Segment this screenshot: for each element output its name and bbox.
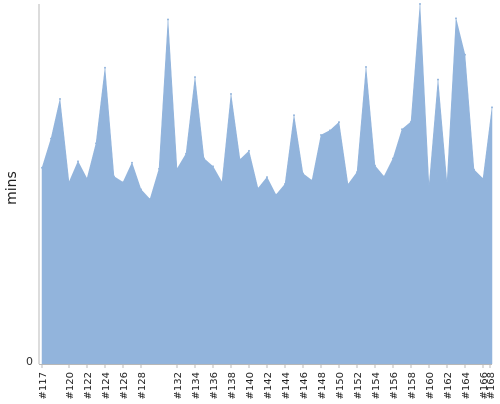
data-point [194, 76, 196, 79]
data-point [176, 167, 178, 170]
data-point [212, 165, 214, 168]
data-point [455, 17, 457, 20]
data-point [167, 18, 169, 21]
y-axis-label-text: mins [3, 171, 20, 205]
data-point [419, 3, 421, 5]
data-point [149, 198, 151, 201]
y-tick-label: 0 [26, 355, 33, 368]
data-point [356, 171, 358, 174]
data-point [257, 187, 259, 190]
x-tick-label: #144 [281, 372, 292, 399]
data-point [284, 183, 286, 185]
data-point [401, 128, 403, 131]
x-tick-label: #128 [137, 372, 148, 399]
x-tick-label: #168 [486, 372, 497, 399]
data-point [320, 134, 322, 137]
data-point [437, 78, 439, 81]
data-point [140, 188, 142, 191]
x-tick-label: #150 [335, 372, 346, 399]
data-point [473, 168, 475, 171]
data-point [131, 161, 133, 164]
x-tick-label: #152 [353, 372, 364, 399]
area-series [41, 3, 493, 365]
data-point [311, 179, 313, 182]
data-point [392, 157, 394, 160]
data-point [428, 185, 430, 188]
x-tick-label: #138 [227, 372, 238, 399]
data-point [86, 177, 88, 180]
data-point [446, 182, 448, 185]
data-point [482, 177, 484, 180]
data-point [275, 193, 277, 196]
data-point [77, 160, 79, 163]
data-point [68, 181, 70, 184]
data-point [464, 53, 466, 56]
data-point [185, 152, 187, 155]
data-point [347, 183, 349, 186]
data-point [221, 181, 223, 184]
x-tick-label: #117 [38, 372, 49, 399]
x-tick-label: #142 [263, 372, 274, 399]
x-tick-label: #160 [425, 372, 436, 399]
x-tick-label: #166 [479, 372, 490, 399]
x-tick-label: #122 [83, 372, 94, 399]
data-point [95, 142, 97, 145]
data-point [122, 181, 124, 184]
data-point [59, 98, 61, 101]
x-tick-label: #146 [299, 372, 310, 399]
data-point [104, 66, 106, 69]
x-tick-label: #164 [461, 372, 472, 399]
data-point [329, 129, 331, 132]
x-tick-label: #140 [245, 372, 256, 399]
data-point [383, 175, 385, 178]
data-point [50, 137, 52, 140]
data-point [491, 106, 493, 109]
data-point [230, 93, 232, 95]
x-tick-label: #134 [191, 372, 202, 399]
data-point [266, 176, 268, 179]
x-tick-label: #162 [443, 372, 454, 399]
data-point [293, 114, 295, 117]
data-point [158, 167, 160, 170]
x-tick-label: #158 [407, 372, 418, 399]
data-point [302, 172, 304, 175]
x-tick-label: #156 [389, 372, 400, 399]
x-tick-label: #148 [317, 372, 328, 399]
x-tick-label: #124 [101, 372, 112, 399]
data-point [113, 175, 115, 178]
x-tick-label: #136 [209, 372, 220, 399]
data-point [41, 166, 43, 169]
data-point [239, 158, 241, 161]
data-point [365, 66, 367, 68]
x-tick-label: #120 [65, 372, 76, 399]
y-axis-label: mins [3, 170, 23, 210]
data-point [338, 121, 340, 124]
data-point [410, 120, 412, 123]
data-point [248, 149, 250, 152]
x-tick-label: #126 [119, 372, 130, 399]
data-point [203, 157, 205, 160]
data-point [374, 164, 376, 167]
x-tick-label: #132 [173, 372, 184, 399]
x-tick-label: #154 [371, 372, 382, 399]
